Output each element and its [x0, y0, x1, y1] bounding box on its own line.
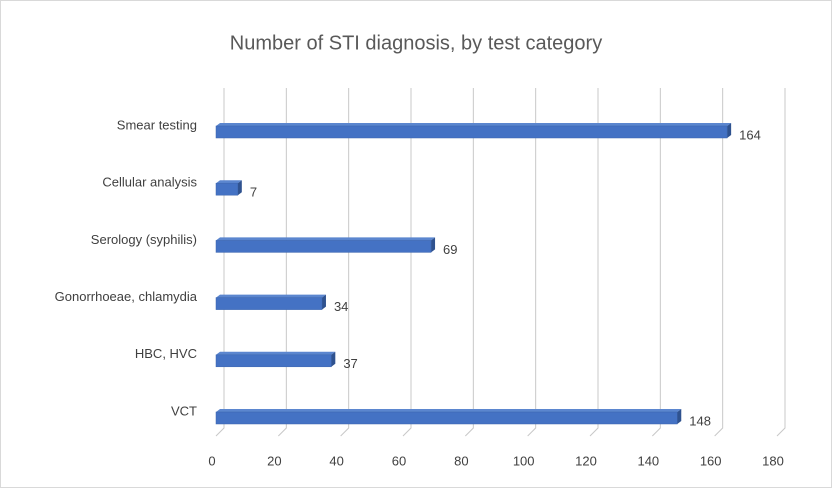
x-tick-label: 120	[575, 453, 597, 468]
bar-top	[216, 294, 326, 298]
x-tick-label: 180	[762, 453, 784, 468]
value-label: 69	[443, 242, 457, 257]
grid-line	[340, 88, 350, 437]
bar	[215, 297, 323, 310]
grid-line	[402, 88, 412, 437]
grid-line	[714, 88, 724, 437]
bar-top	[216, 237, 436, 241]
value-label: 37	[343, 356, 357, 371]
bar-top	[216, 123, 732, 126]
chart-title: Number of STI diagnosis, by test categor…	[230, 32, 602, 54]
value-label: 7	[250, 185, 257, 200]
bar-top	[216, 351, 336, 355]
y-tick-label: Cellular analysis	[102, 175, 197, 190]
x-tick-label: 140	[637, 453, 659, 468]
grid-line	[527, 88, 537, 437]
y-tick-label: Gonorrhoeae, chlamydia	[55, 289, 198, 304]
x-tick-label: 60	[392, 453, 406, 468]
x-tick-label: 0	[208, 453, 215, 468]
bar	[215, 240, 432, 253]
bar-top	[216, 180, 242, 184]
x-tick-label: 160	[700, 453, 722, 468]
bar-side	[237, 180, 242, 196]
grid-line	[464, 88, 474, 437]
bar	[215, 125, 728, 139]
x-tick-label: 40	[329, 453, 343, 468]
grid-line	[215, 88, 225, 437]
value-label: 148	[689, 413, 711, 428]
grid-line	[651, 88, 661, 437]
bar	[215, 354, 332, 368]
y-tick-label: VCT	[171, 403, 197, 418]
x-tick-label: 100	[513, 453, 535, 468]
bar-side	[677, 409, 682, 424]
grid-line	[776, 88, 786, 437]
bar	[215, 182, 239, 196]
bar-side	[331, 351, 336, 367]
y-tick-label: Smear testing	[117, 117, 197, 132]
bar-side	[431, 237, 436, 253]
value-label: 34	[334, 299, 348, 314]
bar-side	[321, 294, 326, 310]
bar	[215, 411, 678, 425]
y-tick-label: HBC, HVC	[135, 346, 197, 361]
bar-side	[727, 123, 732, 138]
grid-line	[277, 88, 287, 437]
bar-top	[216, 409, 682, 412]
y-tick-label: Serology (syphilis)	[91, 232, 197, 247]
x-tick-label: 20	[267, 453, 281, 468]
x-tick-label: 80	[454, 453, 468, 468]
value-label: 164	[739, 127, 761, 142]
grid-line	[589, 88, 599, 437]
